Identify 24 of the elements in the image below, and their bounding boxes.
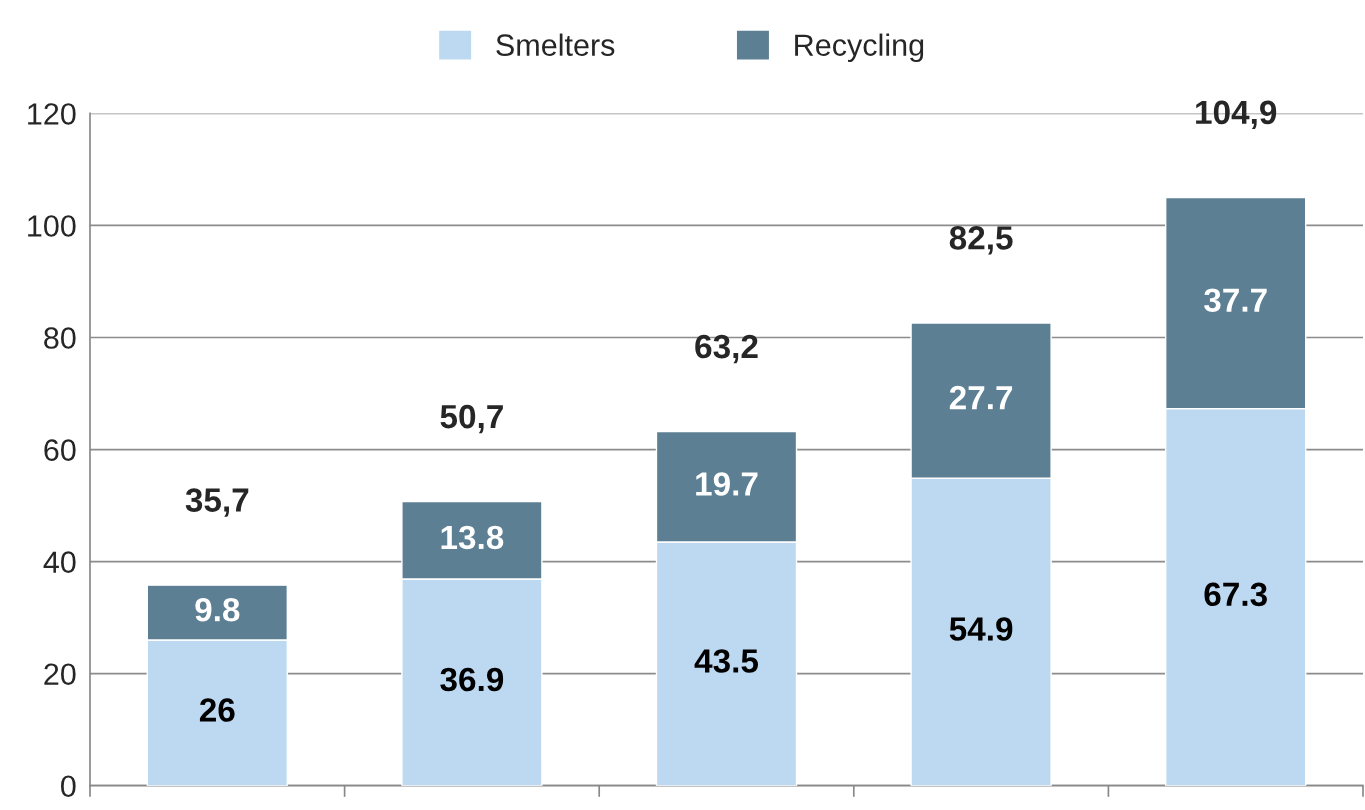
data-label: 67.3 — [1204, 582, 1267, 607]
data-label: 43.5 — [694, 649, 759, 673]
data-label: 54.9 — [949, 617, 1013, 641]
data-label: 13.8 — [441, 525, 504, 550]
total-label: 104,9 — [1196, 100, 1277, 130]
total-label: 35,7 — [185, 488, 249, 517]
legend-label: Recycling — [795, 33, 924, 63]
data-label: 36.9 — [440, 667, 504, 692]
legend-label: Smelters — [496, 33, 615, 56]
data-label: 26 — [199, 698, 235, 722]
total-label: 50,7 — [440, 404, 503, 434]
total-label: 63,2 — [695, 334, 758, 364]
data-label: 19.7 — [696, 472, 758, 496]
total-label: 82,5 — [949, 226, 1013, 255]
y-tick-label: 40 — [43, 551, 76, 573]
data-label: 37.7 — [1204, 288, 1267, 313]
y-tick-label: 0 — [61, 775, 76, 798]
y-tick-label: 100 — [28, 215, 76, 237]
data-label: 27.7 — [949, 385, 1013, 410]
data-label: 9.8 — [195, 597, 240, 622]
y-tick-label: 120 — [28, 103, 76, 125]
y-tick-label: 60 — [44, 439, 76, 461]
y-tick-label: 80 — [44, 327, 76, 349]
y-tick-label: 20 — [44, 663, 76, 686]
